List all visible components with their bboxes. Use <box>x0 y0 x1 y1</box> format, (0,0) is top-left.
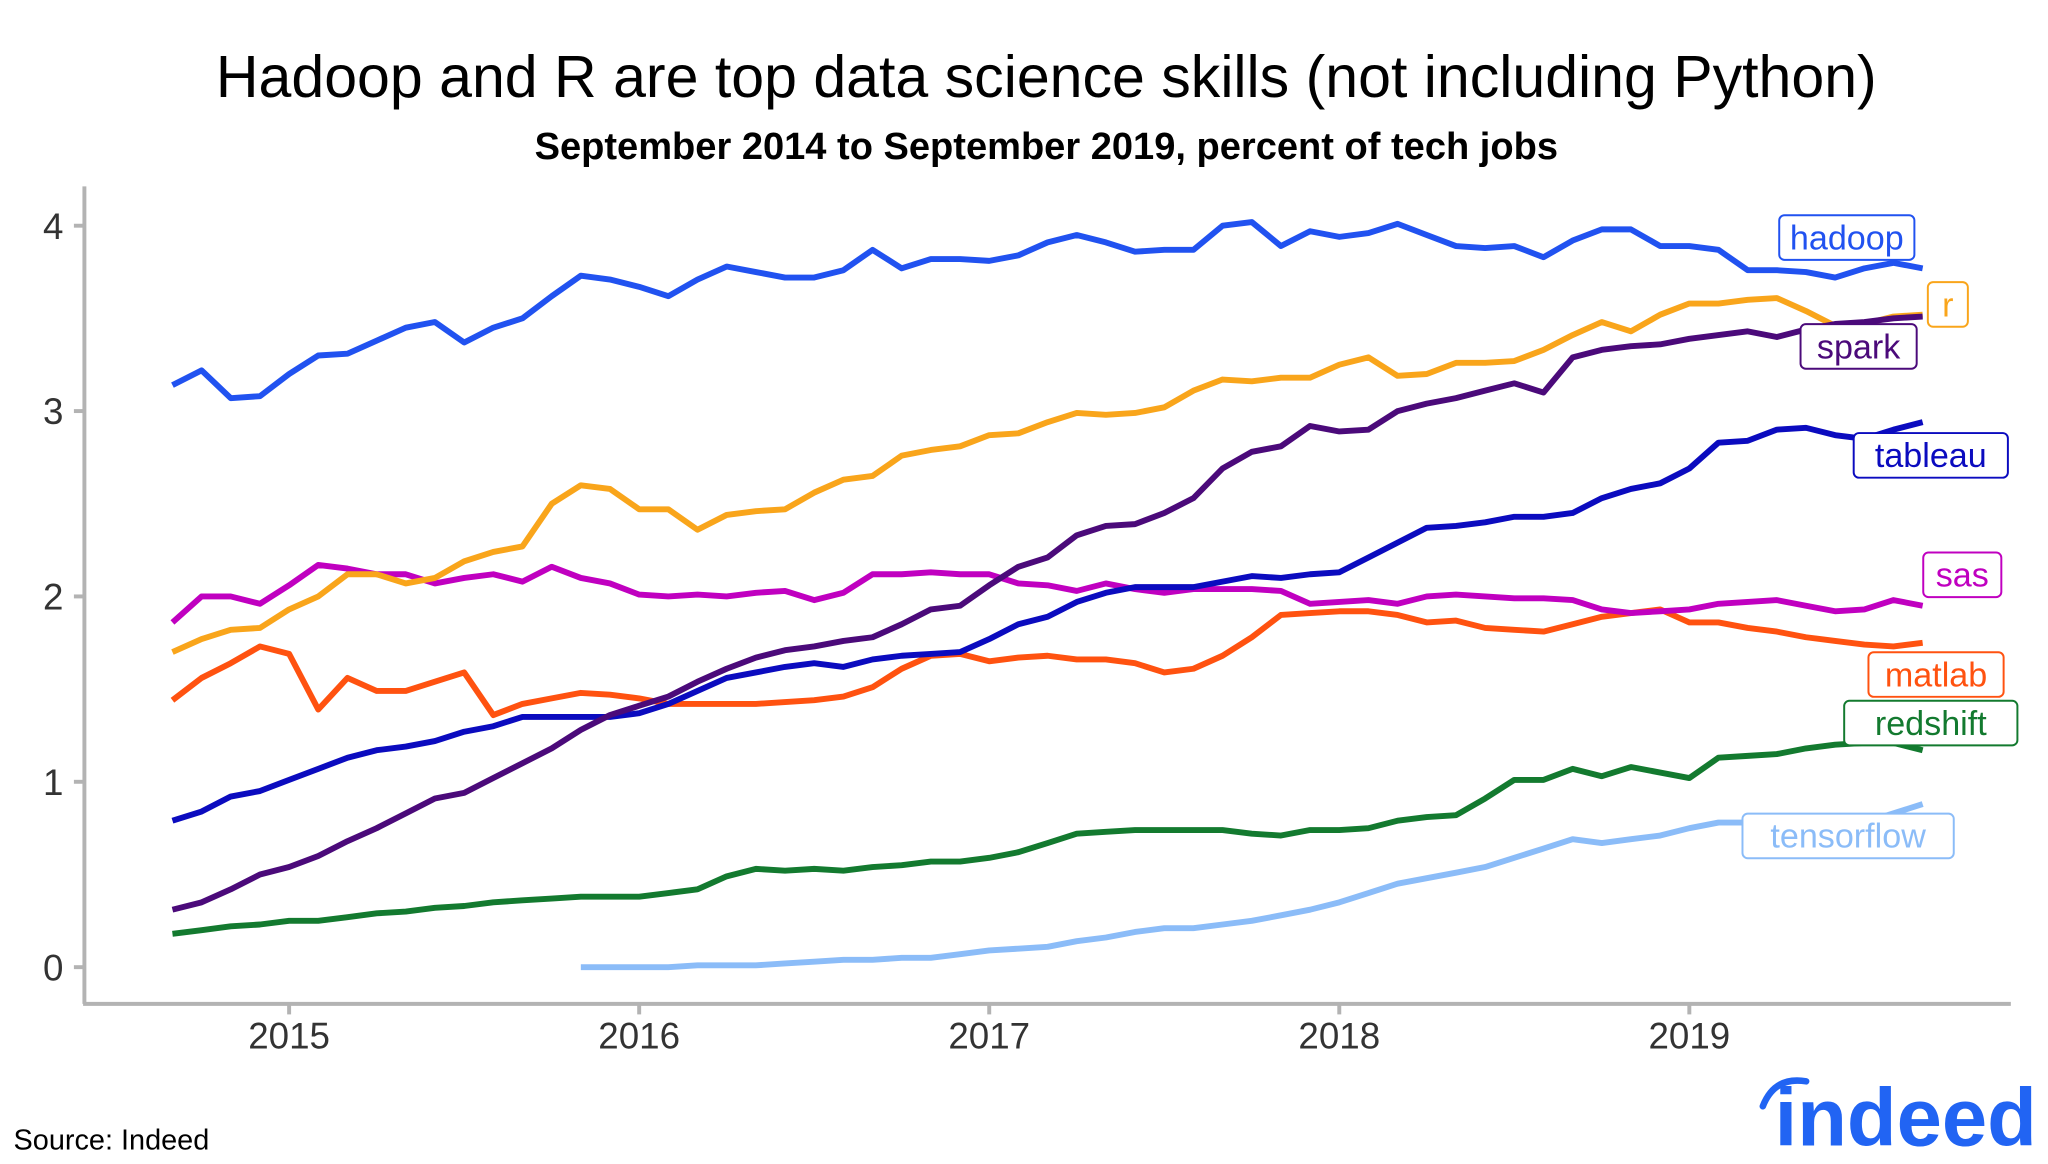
label-box <box>1843 699 2019 747</box>
label-box <box>1926 281 1969 328</box>
series-label-tableau: tableau <box>1852 432 2009 479</box>
label-box <box>1852 432 2009 479</box>
label-box <box>1867 651 2005 698</box>
label-text: sas <box>1936 557 1989 595</box>
series-line-r <box>171 295 1923 655</box>
series-label-hadoop: hadoop <box>1778 214 1916 261</box>
label-box <box>1922 551 2003 599</box>
series-line-hadoop <box>171 219 1924 402</box>
series-line-tableau <box>171 419 1924 824</box>
label-text: hadoop <box>1790 219 1904 257</box>
series-line-sas <box>170 561 1924 625</box>
label-text: tableau <box>1875 437 1987 475</box>
label-text: spark <box>1817 328 1901 366</box>
series-line-matlab <box>170 606 1924 719</box>
series-label-matlab: matlab <box>1867 651 2005 698</box>
chart-title: Hadoop and R are top data science skills… <box>216 44 1877 110</box>
logo-text: indeed <box>1775 1073 2037 1164</box>
label-text: redshift <box>1875 705 1987 743</box>
series-label-tensorflow: tensorflow <box>1741 812 1955 860</box>
indeed-logo: indeed <box>1759 1073 2037 1164</box>
label-text: tensorflow <box>1770 818 1926 856</box>
y-tick-label: 2 <box>43 577 63 618</box>
y-tick-label: 4 <box>43 206 63 247</box>
series-label-r: r <box>1926 281 1969 328</box>
series-line-tensorflow <box>580 801 1924 971</box>
x-tick-label: 2019 <box>1648 1016 1730 1057</box>
label-box <box>1741 812 1955 860</box>
y-tick-label: 0 <box>43 947 63 988</box>
x-tick-label: 2018 <box>1298 1016 1380 1057</box>
x-tick-label: 2015 <box>248 1016 330 1057</box>
label-box <box>1799 323 1918 370</box>
y-tick-label: 3 <box>43 391 63 432</box>
series-line-redshift <box>172 739 1924 937</box>
series-label-redshift: redshift <box>1843 699 2019 747</box>
label-text: r <box>1942 286 1953 324</box>
label-text: matlab <box>1885 656 1987 694</box>
logo-arc-icon <box>1759 1077 1810 1110</box>
y-tick-label: 1 <box>43 762 63 803</box>
source-note: Source: Indeed <box>14 1125 210 1157</box>
series-label-sas: sas <box>1922 551 2003 599</box>
x-tick-label: 2016 <box>598 1016 680 1057</box>
series-line-spark <box>171 313 1923 913</box>
chart-subtitle: September 2014 to September 2019, percen… <box>535 126 1558 168</box>
label-box <box>1778 214 1916 261</box>
series-label-spark: spark <box>1799 323 1918 370</box>
x-tick-label: 2017 <box>948 1016 1030 1057</box>
